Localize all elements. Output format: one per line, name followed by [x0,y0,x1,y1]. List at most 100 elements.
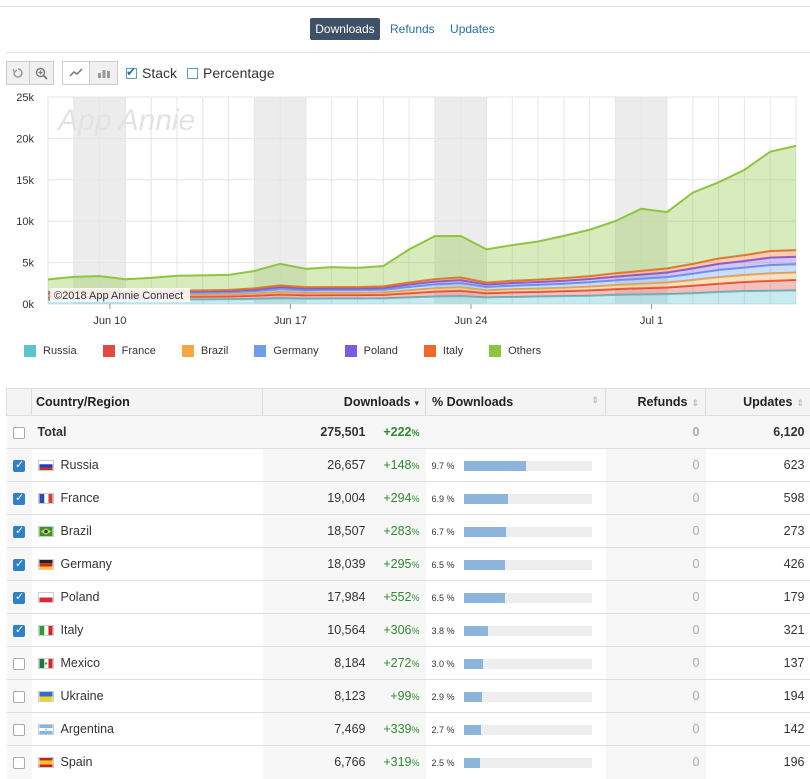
downloads-cell: 18,039+295% [263,548,426,581]
row-checkbox-cell [7,746,32,779]
updates-value: 142 [706,713,810,746]
legend-item-germany[interactable]: Germany [254,345,318,357]
refunds-value: 0 [606,515,706,548]
pct-bar-track [464,494,592,504]
downloads-value: 8,184 [334,656,365,670]
growth-number: +339 [383,722,411,736]
downloads-cell: 18,507+283% [263,515,426,548]
pct-bar-fill [464,659,483,669]
mexico-flag [38,658,54,669]
pct-value: 2.5 % [432,758,464,768]
line-chart-button[interactable] [62,61,90,85]
percentage-label: Percentage [203,65,275,81]
tab-downloads[interactable]: Downloads [310,18,379,40]
growth-value: +319% [376,755,420,769]
row-checkbox[interactable] [13,559,25,571]
zoom-button[interactable] [30,61,54,85]
pct-bar-track [464,560,592,570]
legend-label: Others [508,345,541,357]
pct-bar-track [464,692,592,702]
pct-cell: 6.5 % [426,548,606,581]
legend-item-poland[interactable]: Poland [345,345,398,357]
row-checkbox[interactable] [13,691,25,703]
legend-item-russia[interactable]: Russia [24,345,77,357]
header-refunds[interactable]: Refunds⇕ [606,389,706,416]
updates-value: 137 [706,647,810,680]
header-updates[interactable]: Updates⇕ [706,389,810,416]
downloads-value: 7,469 [334,722,365,736]
header-checkbox-cell [7,389,32,416]
poland-flag [38,592,54,603]
header-pct-label: % Downloads [432,395,513,409]
stack-checkbox[interactable] [126,68,137,79]
row-checkbox[interactable] [13,724,25,736]
pct-bar-track [464,527,592,537]
tab-refunds[interactable]: Refunds [385,18,440,40]
pct-value: 2.7 % [432,725,464,735]
tabs-divider [6,52,810,53]
growth-number: +295 [383,557,411,571]
pct-bar-fill [464,527,507,537]
row-checkbox[interactable] [13,526,25,538]
pct-bar-track [464,626,592,636]
refunds-value: 0 [606,713,706,746]
chart-credit: ©2018 App Annie Connect [54,290,183,302]
header-pct-downloads[interactable]: % Downloads ⇕ [426,389,606,416]
legend-label: Russia [43,345,77,357]
legend-item-france[interactable]: France [103,345,156,357]
tab-updates[interactable]: Updates [445,18,500,40]
row-checkbox[interactable] [13,625,25,637]
legend-swatch [24,345,36,357]
percentage-checkbox[interactable] [187,68,198,79]
italy-flag [38,625,54,636]
stack-label: Stack [142,65,177,81]
refunds-value: 0 [606,680,706,713]
legend-item-brazil[interactable]: Brazil [182,345,229,357]
growth-number: +283 [383,524,411,538]
percentage-option[interactable]: Percentage [187,65,275,81]
downloads-value: 6,766 [334,755,365,769]
growth-value: +148% [376,458,420,472]
legend-label: Poland [364,345,398,357]
reset-zoom-button[interactable] [6,61,30,85]
country-table-container: Country/Region Downloads▾ % Downloads ⇕ R… [6,388,810,779]
row-checkbox[interactable] [13,460,25,472]
row-checkbox[interactable] [13,757,25,769]
row-checkbox-cell [7,515,32,548]
row-checkbox[interactable] [13,658,25,670]
watermark: App Annie [56,104,195,137]
header-downloads[interactable]: Downloads▾ [263,389,426,416]
legend-item-others[interactable]: Others [489,345,541,357]
country-cell: Italy [32,614,263,647]
refunds-value: 0 [606,746,706,779]
pct-cell: 2.7 % [426,713,606,746]
total-checkbox[interactable] [13,427,25,439]
x-tick-label: Jun 10 [93,315,126,327]
legend-label: Germany [273,345,318,357]
legend-item-italy[interactable]: Italy [424,345,463,357]
row-checkbox[interactable] [13,493,25,505]
growth-value: +306% [376,623,420,637]
legend-label: Italy [443,345,463,357]
reset-icon [12,67,24,79]
growth-value: +272% [376,656,420,670]
country-name: Ukraine [61,689,104,703]
header-country-label: Country/Region [36,395,130,409]
sort-icon: ⇕ [591,395,599,406]
refunds-value: 0 [606,647,706,680]
downloads-cell: 7,469+339% [263,713,426,746]
bar-chart-button[interactable] [90,61,118,85]
stack-option[interactable]: Stack [126,65,177,81]
row-checkbox[interactable] [13,592,25,604]
header-country[interactable]: Country/Region [32,389,263,416]
